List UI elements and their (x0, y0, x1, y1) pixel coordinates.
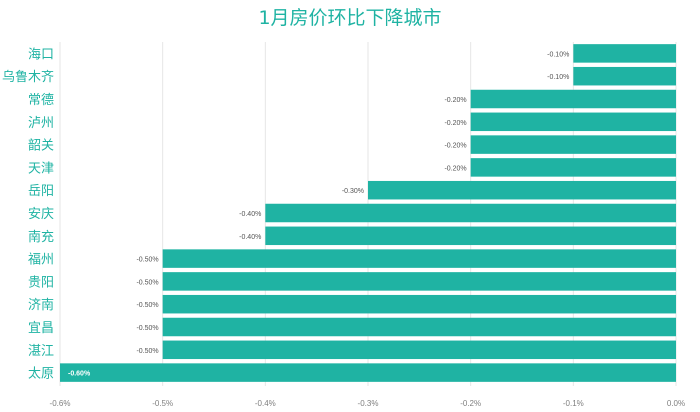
bar (265, 226, 676, 246)
category-label: 湛江 (28, 344, 54, 359)
bar (470, 158, 676, 177)
category-label: 贵阳 (28, 275, 54, 290)
bar (573, 66, 676, 86)
category-label: 济南 (28, 297, 54, 313)
category-label: 岳阳 (28, 184, 54, 199)
bar (162, 317, 676, 337)
category-label: 福州 (28, 253, 54, 268)
data-label: -0.50% (136, 279, 158, 286)
data-label: -0.50% (136, 325, 158, 332)
bars (60, 44, 676, 382)
data-label: -0.20% (444, 97, 466, 104)
x-tick-label: -0.2% (460, 399, 481, 408)
x-tick-label: -0.6% (50, 399, 71, 408)
category-label: 乌鲁木齐 (2, 69, 54, 85)
data-label: -0.50% (136, 302, 158, 309)
bar (368, 180, 676, 200)
data-labels: -0.10% -0.10% -0.20% -0.20% -0.20% -0.20% -0.3… (68, 51, 569, 377)
data-label: -0.30% (342, 188, 364, 195)
data-label: -0.20% (444, 165, 466, 172)
bar (162, 294, 676, 314)
category-label: 天津 (28, 161, 54, 176)
category-label: 宜昌 (28, 321, 54, 336)
data-label: -0.10% (547, 74, 569, 81)
x-tick-label: -0.4% (255, 399, 276, 408)
data-label: -0.50% (136, 257, 158, 264)
category-label: 常德 (28, 93, 54, 108)
x-axis-tick-labels: -0.6% -0.5% -0.4% -0.3% -0.2% -0.1% 0.0% (50, 399, 686, 408)
category-label: 泸州 (28, 116, 54, 131)
data-label: -0.10% (547, 51, 569, 58)
bar (162, 340, 676, 360)
bar (162, 272, 676, 291)
data-label: -0.20% (444, 120, 466, 127)
bar (573, 44, 676, 63)
data-label: -0.50% (136, 348, 158, 355)
data-label: -0.40% (239, 211, 261, 218)
category-label: 南充 (28, 229, 54, 245)
category-label: 海口 (28, 47, 54, 62)
bar (265, 203, 676, 223)
data-label: -0.20% (444, 143, 466, 150)
data-label: -0.60% (68, 371, 91, 378)
bar (470, 89, 676, 109)
x-tick-label: -0.1% (563, 399, 584, 408)
bar (60, 363, 676, 382)
chart-title: 1月房价环比下降城市 (258, 7, 441, 29)
data-label: -0.40% (239, 234, 261, 241)
bar (470, 135, 676, 154)
x-tick-label: -0.5% (152, 399, 173, 408)
bar (470, 112, 676, 132)
x-tick-label: -0.3% (358, 399, 379, 408)
x-tick-label: 0.0% (667, 399, 685, 408)
category-label: 太原 (28, 367, 54, 382)
category-label: 韶关 (28, 138, 54, 154)
bar (162, 249, 676, 268)
category-label: 安庆 (28, 207, 54, 222)
